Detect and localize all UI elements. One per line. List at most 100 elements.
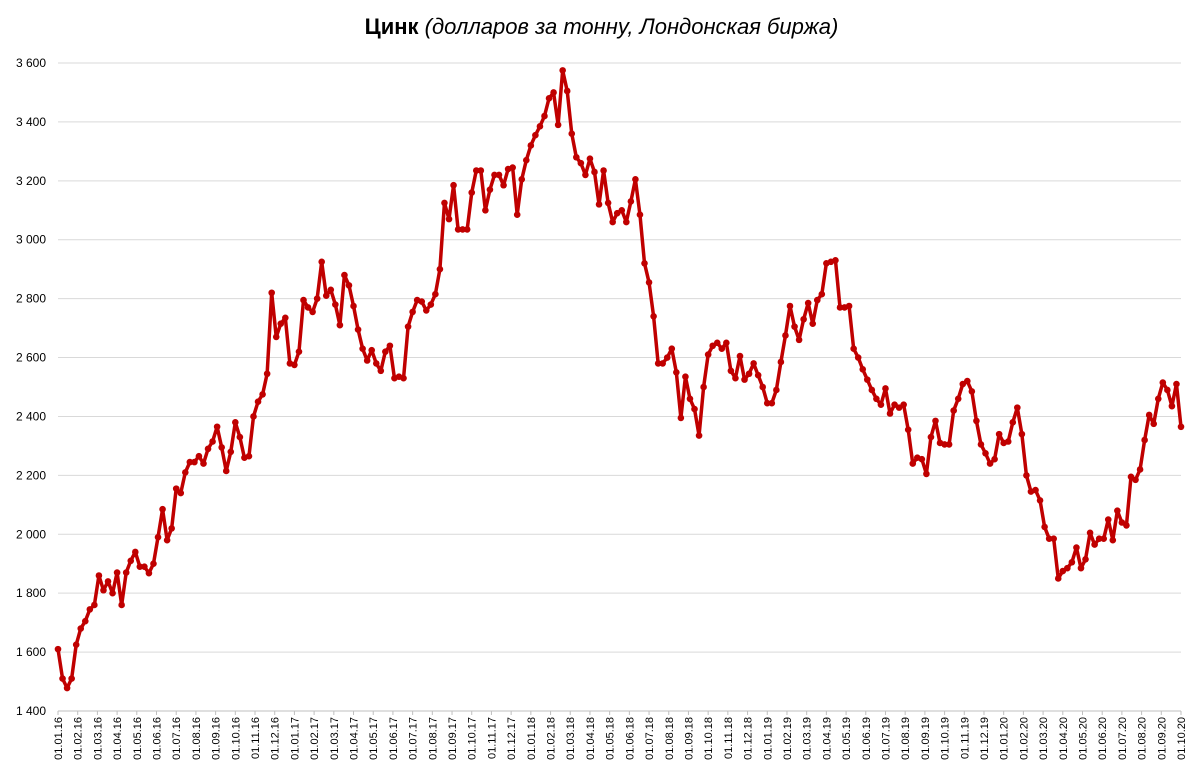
x-tick-label: 01.06.19 [861,717,873,760]
data-point [632,176,639,183]
data-point [786,302,794,310]
data-point [450,181,457,189]
y-tick-label: 3 000 [16,233,46,247]
data-point [95,572,103,579]
data-point [782,332,789,339]
data-point [472,167,480,174]
data-point [800,315,807,323]
data-point [1018,430,1026,438]
data-point [327,286,335,294]
data-point [654,360,662,367]
data-point [859,366,867,373]
data-point [573,153,580,161]
data-point [850,345,857,353]
x-tick-label: 01.02.19 [782,717,794,760]
data-point [427,301,435,308]
data-point [695,432,703,439]
data-point [154,533,162,541]
data-point [641,259,648,267]
data-point [163,536,171,544]
data-point [773,386,780,394]
data-point [168,525,175,532]
data-point [677,414,685,422]
data-point [295,348,303,355]
x-tick-label: 01.02.17 [309,717,321,760]
x-tick-label: 01.03.19 [802,717,814,760]
data-point [986,460,994,467]
data-point [322,292,330,299]
data-point [727,367,735,375]
data-point [527,142,535,149]
data-point [595,201,603,208]
data-point [582,171,589,179]
x-tick-label: 01.04.18 [585,717,597,760]
y-tick-label: 3 200 [16,174,46,188]
data-point [1164,386,1171,394]
x-tick-label: 01.03.20 [1038,717,1050,760]
x-tick-label: 01.11.17 [486,717,498,759]
data-point [282,314,289,322]
data-point [995,430,1003,438]
data-point [441,199,448,207]
data-point [945,441,953,448]
data-point [509,164,516,171]
x-axis: 01.01.16 01.02.16 01.03.16 01.04.16 01.05.16… [53,710,1188,760]
x-tick-label: 01.04.17 [349,717,361,760]
data-point [368,346,376,354]
data-point [663,354,671,361]
data-point [623,218,630,226]
x-tick-label: 01.01.19 [762,717,774,760]
chart-title: Цинк (долларов за тонну, Лондонская бирж… [0,14,1203,40]
data-point [832,257,839,264]
data-point [109,589,116,597]
data-point [172,485,180,492]
x-tick-label: 01.10.17 [467,717,479,760]
data-point [468,189,476,196]
data-point [463,226,471,233]
data-point [131,548,139,556]
data-point [200,460,207,467]
x-tick-label: 01.03.16 [92,717,104,760]
x-tick-label: 01.10.20 [1176,717,1188,760]
data-point [482,206,489,214]
data-point [836,304,844,311]
data-point [627,198,635,205]
data-point [477,167,485,174]
data-point [645,279,653,286]
data-point [250,413,257,420]
x-tick-label: 01.01.16 [53,717,65,760]
data-point [1045,535,1053,542]
data-point [918,455,926,463]
data-point [804,299,812,307]
data-point [1159,379,1167,386]
data-point [991,455,998,463]
data-point [436,265,444,273]
data-point [382,348,389,355]
data-point [191,458,198,466]
data-point [309,308,316,316]
data-point [218,444,225,451]
x-tick-label: 01.11.16 [250,717,262,759]
x-tick-label: 01.07.17 [408,717,420,760]
data-point [291,361,298,369]
series-line [56,68,1183,690]
data-point [550,89,557,96]
x-tick-label: 01.09.20 [1156,717,1168,760]
data-point [750,360,757,367]
data-point [845,302,853,310]
data-point [863,376,871,383]
data-point [932,417,939,425]
data-point [982,449,989,457]
x-tick-label: 01.08.18 [664,717,676,760]
data-point [659,360,666,367]
x-tick-label: 01.08.20 [1137,717,1149,760]
data-point [559,67,566,74]
data-point [923,470,930,478]
x-tick-label: 01.07.16 [171,717,183,760]
data-point [350,302,357,310]
x-tick-label: 01.01.18 [526,717,538,760]
data-point [741,376,748,383]
data-point [1068,558,1076,566]
data-point [941,441,948,448]
y-tick-label: 3 600 [16,56,46,70]
